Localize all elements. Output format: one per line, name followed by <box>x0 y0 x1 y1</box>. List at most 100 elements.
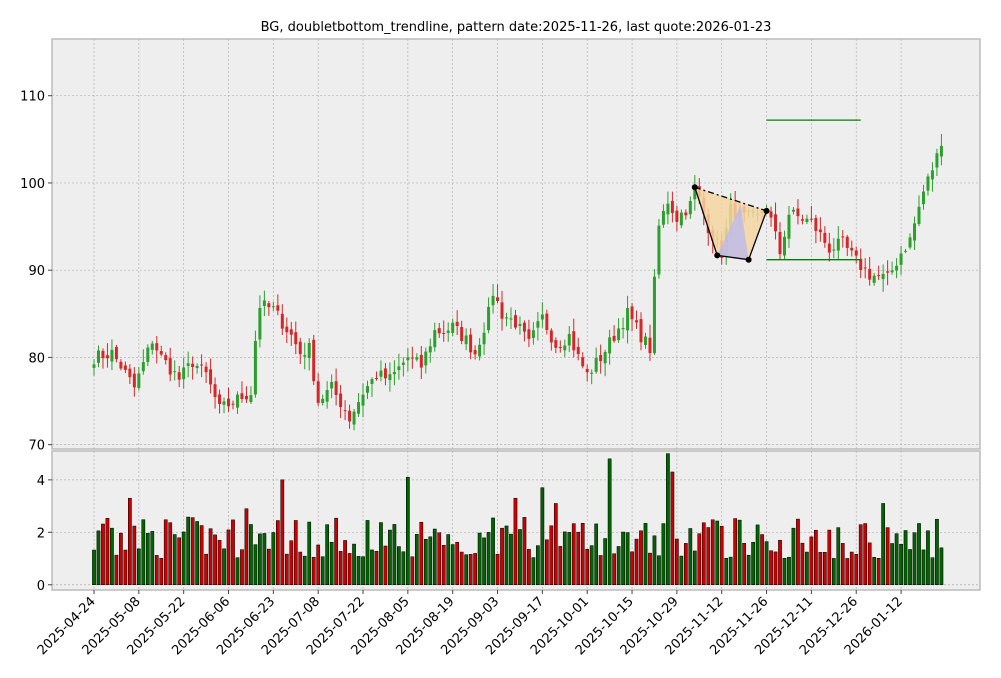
candle-body <box>195 365 199 369</box>
volume-bar <box>598 555 603 586</box>
candle-body <box>832 249 836 251</box>
candle-body <box>374 378 378 380</box>
candle-body <box>688 200 692 215</box>
volume-bar <box>141 519 146 586</box>
candle-body <box>159 351 163 355</box>
volume-bar <box>204 553 208 586</box>
volume-bar <box>311 557 316 586</box>
volume-bar <box>145 532 150 586</box>
candle-body <box>599 355 603 362</box>
candle-body <box>352 411 356 425</box>
candle-body <box>101 350 105 359</box>
volume-bar <box>890 543 894 586</box>
volume-bar <box>594 523 599 586</box>
volume-bar <box>822 552 827 586</box>
candle-body <box>289 329 293 335</box>
volume-bar <box>338 551 343 586</box>
candle-body <box>594 357 598 372</box>
volume-bar <box>728 556 733 586</box>
volume-bar <box>361 556 365 586</box>
volume-bar <box>733 518 738 586</box>
volume-bar <box>643 523 648 586</box>
volume-bar <box>150 531 155 586</box>
volume-bar <box>553 503 558 586</box>
volume-bar <box>271 532 276 586</box>
volume-bar <box>688 528 693 586</box>
volume-bar <box>213 534 217 586</box>
candle-body <box>298 341 302 355</box>
candle-body <box>244 395 248 400</box>
candle-body <box>868 268 872 280</box>
volume-bar <box>666 453 670 586</box>
volume-bar <box>374 551 379 586</box>
volume-bar <box>96 530 101 586</box>
volume-bar <box>450 544 455 586</box>
volume-bar <box>818 552 823 586</box>
volume-bar <box>343 540 347 586</box>
candle-body <box>796 208 800 217</box>
volume-bar <box>657 555 661 586</box>
candle-body <box>657 225 661 275</box>
volume-bar <box>217 540 222 586</box>
volume-bar <box>558 546 563 586</box>
volume-bar <box>244 508 249 586</box>
candle-body <box>487 306 491 331</box>
volume-bar <box>872 557 877 586</box>
volume-bar <box>903 530 908 586</box>
candle-body <box>155 343 159 351</box>
candle-body <box>513 315 517 328</box>
volume-bar <box>298 551 303 586</box>
volume-bar <box>459 551 464 586</box>
candle-body <box>285 326 289 333</box>
candle-body <box>509 318 513 320</box>
volume-bar <box>836 527 841 586</box>
volume-panel: 0 2 4 <box>37 450 981 594</box>
candle-body <box>881 274 885 280</box>
candle-body <box>809 218 813 220</box>
candle-body <box>146 347 150 362</box>
volume-bar <box>648 552 652 586</box>
candle-body <box>859 258 863 271</box>
volume-bar <box>293 520 298 586</box>
volume-bar <box>791 527 796 586</box>
candle-body <box>343 410 347 412</box>
candle-body <box>222 401 226 405</box>
candle-body <box>446 330 450 333</box>
candle-body <box>253 340 257 395</box>
volume-bar <box>397 546 401 586</box>
volume-bar <box>935 518 939 586</box>
pattern-line <box>694 187 718 256</box>
volume-bar <box>186 516 191 586</box>
candle-body <box>491 295 495 306</box>
price-panel: 70 80 90 100 110 <box>20 38 981 454</box>
candle-body <box>872 275 876 283</box>
volume-bar <box>101 523 105 586</box>
volume-bar <box>518 529 522 586</box>
candle-body <box>805 218 809 222</box>
volume-bar <box>468 554 473 586</box>
volume-bar <box>307 521 312 586</box>
pattern-point <box>691 184 698 191</box>
volume-bar <box>414 534 419 586</box>
volume-bar <box>764 541 769 586</box>
candle-body <box>527 329 531 339</box>
volume-bar <box>616 546 621 586</box>
candle-body <box>348 410 352 422</box>
volume-bar <box>706 527 711 586</box>
candle-body <box>424 351 428 366</box>
candle-body <box>478 344 482 357</box>
volume-bar <box>930 557 935 586</box>
volume-bar <box>621 531 625 586</box>
candle-body <box>612 335 616 341</box>
candle-body <box>96 350 100 363</box>
candle-body <box>392 371 396 375</box>
volume-bar <box>603 538 607 586</box>
candle-body <box>567 333 571 346</box>
price-tick-label: 90 <box>28 264 45 279</box>
volume-bar <box>562 531 567 586</box>
volume-bar <box>899 544 903 586</box>
candle-body <box>388 374 392 381</box>
volume-bar <box>132 525 137 586</box>
candle-body <box>787 214 791 239</box>
